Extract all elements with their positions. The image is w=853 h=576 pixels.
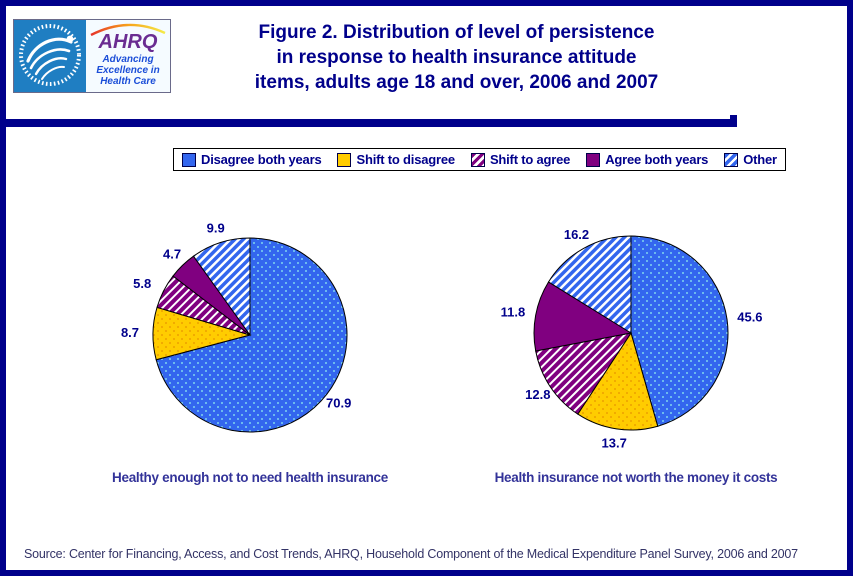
pie-caption-left: Healthy enough not to need health insura…	[112, 470, 388, 485]
legend-swatch-purple-solid-icon	[586, 152, 601, 167]
chart-legend: Disagree both years Shift to disagree Sh…	[173, 148, 786, 171]
legend-label: Agree both years	[605, 152, 709, 167]
figure-title: Figure 2. Distribution of level of persi…	[66, 20, 847, 95]
legend-swatch-blue-stripe-icon	[724, 152, 739, 167]
pie-slice-shift-to-disagree	[577, 331, 659, 431]
ahrq-wordmark: AHRQ	[98, 31, 158, 53]
legend-swatch-blue-solid-icon	[182, 152, 196, 167]
pie-value-label: 70.9	[326, 395, 351, 410]
pie-slice-agree-both-years	[533, 281, 633, 352]
pie-value-label: 8.7	[121, 325, 139, 340]
legend-label: Disagree both years	[201, 152, 322, 167]
pie-value-label: 9.9	[207, 220, 225, 235]
pie-value-label: 12.8	[525, 387, 550, 402]
pie-chart-right: 45.6 13.7 12.8 11.8 16.2	[501, 227, 763, 451]
pie-value-label: 45.6	[737, 309, 762, 324]
figure-title-line2: in response to health insurance attitude	[276, 47, 637, 68]
legend-item-shift-to-agree: Shift to agree	[470, 152, 571, 167]
pie-value-label: 16.2	[564, 227, 589, 242]
pie-slice-shift-to-agree	[535, 332, 633, 415]
legend-item-shift-to-disagree: Shift to disagree	[337, 152, 455, 167]
figure-title-line3: items, adults age 18 and over, 2006 and …	[254, 72, 659, 93]
legend-item-disagree-both-years: Disagree both years	[182, 152, 322, 167]
ahrq-tagline: Advancing Excellence in Health Care	[96, 54, 160, 87]
pie-slice-other	[547, 235, 632, 334]
legend-item-other: Other	[724, 152, 777, 167]
pie-value-label: 4.7	[163, 247, 181, 262]
rainbow-arc-icon	[90, 23, 166, 36]
pie-value-label: 11.8	[501, 305, 526, 320]
figure-title-line1: Figure 2. Distribution of level of persi…	[258, 22, 655, 43]
legend-swatch-yellow-solid-icon	[337, 152, 352, 167]
pie-caption-right: Health insurance not worth the money it …	[494, 470, 778, 485]
header-divider	[6, 115, 737, 127]
pie-slice-other	[192, 237, 251, 337]
legend-label: Other	[743, 152, 777, 167]
ahrq-wordmark-panel: AHRQ Advancing Excellence in Health Care	[86, 20, 170, 92]
source-note: Source: Center for Financing, Access, an…	[24, 547, 798, 561]
hhs-seal	[14, 20, 86, 92]
pie-chart-left: 70.9 8.7 5.8 4.7 9.9	[121, 220, 351, 433]
legend-label: Shift to disagree	[356, 152, 455, 167]
pie-value-label: 13.7	[602, 436, 627, 451]
pie-value-label: 5.8	[133, 276, 151, 291]
hhs-eagle-icon	[19, 24, 81, 86]
ahrq-logo: AHRQ Advancing Excellence in Health Care	[13, 19, 171, 93]
legend-swatch-purple-stripe-icon	[470, 152, 485, 167]
legend-item-agree-both-years: Agree both years	[586, 152, 708, 167]
legend-label: Shift to agree	[489, 152, 571, 167]
pie-slice-disagree-both-years	[630, 235, 729, 427]
